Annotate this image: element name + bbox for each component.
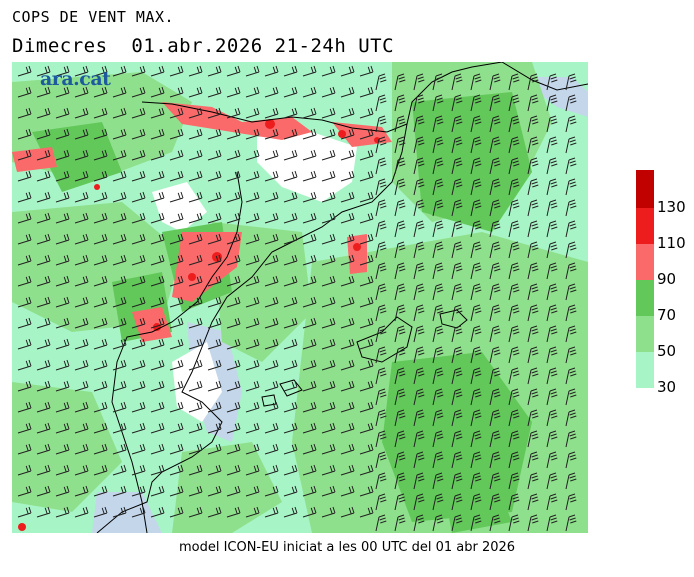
low-gust-zones <box>152 132 357 422</box>
legend-band-30-50 <box>636 352 654 388</box>
legend-label-90: 90 <box>657 270 677 288</box>
wind-barb-set <box>17 65 577 532</box>
map-title: COPS DE VENT MAX. <box>12 8 175 26</box>
ara-cat-logo[interactable]: ara.cat <box>40 68 111 90</box>
legend-band-70-90 <box>636 280 654 316</box>
legend-label-70: 70 <box>657 306 677 324</box>
legend-label-30: 30 <box>657 378 677 396</box>
legend-band-130-plus <box>636 170 654 208</box>
legend-label-130: 130 <box>657 198 686 216</box>
legend-band-50-70 <box>636 316 654 352</box>
legend-label-110: 110 <box>657 234 686 252</box>
wind-gust-map <box>12 62 588 533</box>
legend-band-90-110 <box>636 244 654 280</box>
forecast-datetime: Dimecres 01.abr.2026 21-24h UTC <box>12 35 395 57</box>
model-run-info: model ICON-EU iniciat a les 00 UTC del 0… <box>178 540 516 555</box>
legend-band-110-130 <box>636 208 654 244</box>
legend-label-50: 50 <box>657 342 677 360</box>
wind-barbs <box>17 65 577 532</box>
color-legend <box>636 170 654 388</box>
coastlines-and-borders <box>96 62 588 533</box>
